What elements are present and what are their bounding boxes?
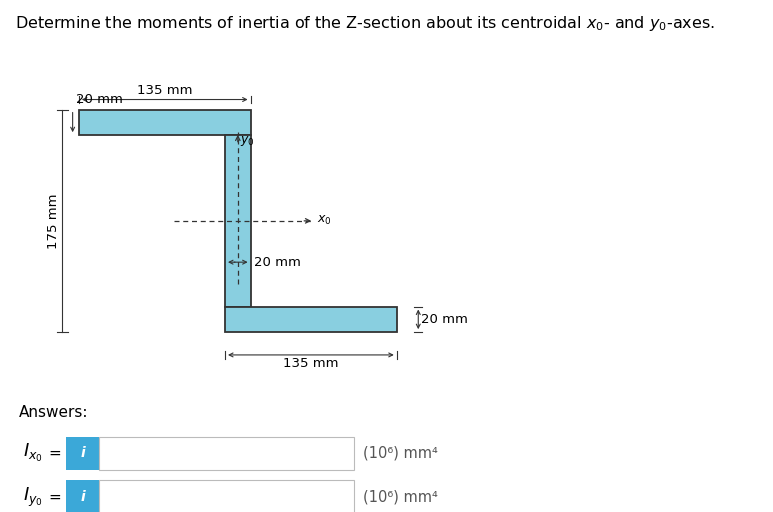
Text: 20 mm: 20 mm — [254, 255, 301, 269]
Text: Answers:: Answers: — [19, 405, 89, 420]
Text: i: i — [80, 490, 85, 504]
Bar — [225, 135, 250, 307]
Text: 135 mm: 135 mm — [137, 84, 192, 97]
Text: Determine the moments of inertia of the Z-section about its centroidal $x_0$- an: Determine the moments of inertia of the … — [15, 13, 715, 33]
Text: $I_{y_0}$: $I_{y_0}$ — [22, 486, 43, 509]
Bar — [79, 110, 250, 135]
Text: 20 mm: 20 mm — [421, 313, 468, 326]
FancyBboxPatch shape — [99, 437, 354, 471]
Text: 175 mm: 175 mm — [47, 193, 60, 249]
FancyBboxPatch shape — [99, 480, 354, 512]
Text: (10⁶) mm⁴: (10⁶) mm⁴ — [363, 490, 438, 505]
Text: i: i — [80, 446, 85, 460]
Text: $x_0$: $x_0$ — [317, 215, 332, 227]
Text: =: = — [49, 490, 61, 505]
Text: 20 mm: 20 mm — [77, 93, 124, 106]
Text: 135 mm: 135 mm — [283, 357, 339, 371]
Bar — [225, 307, 397, 332]
Text: (10⁶) mm⁴: (10⁶) mm⁴ — [363, 446, 438, 461]
Text: $y_0$: $y_0$ — [240, 135, 255, 148]
Text: =: = — [49, 446, 61, 461]
Text: $I_{x_0}$: $I_{x_0}$ — [22, 442, 43, 464]
FancyBboxPatch shape — [66, 437, 99, 471]
FancyBboxPatch shape — [66, 480, 99, 512]
